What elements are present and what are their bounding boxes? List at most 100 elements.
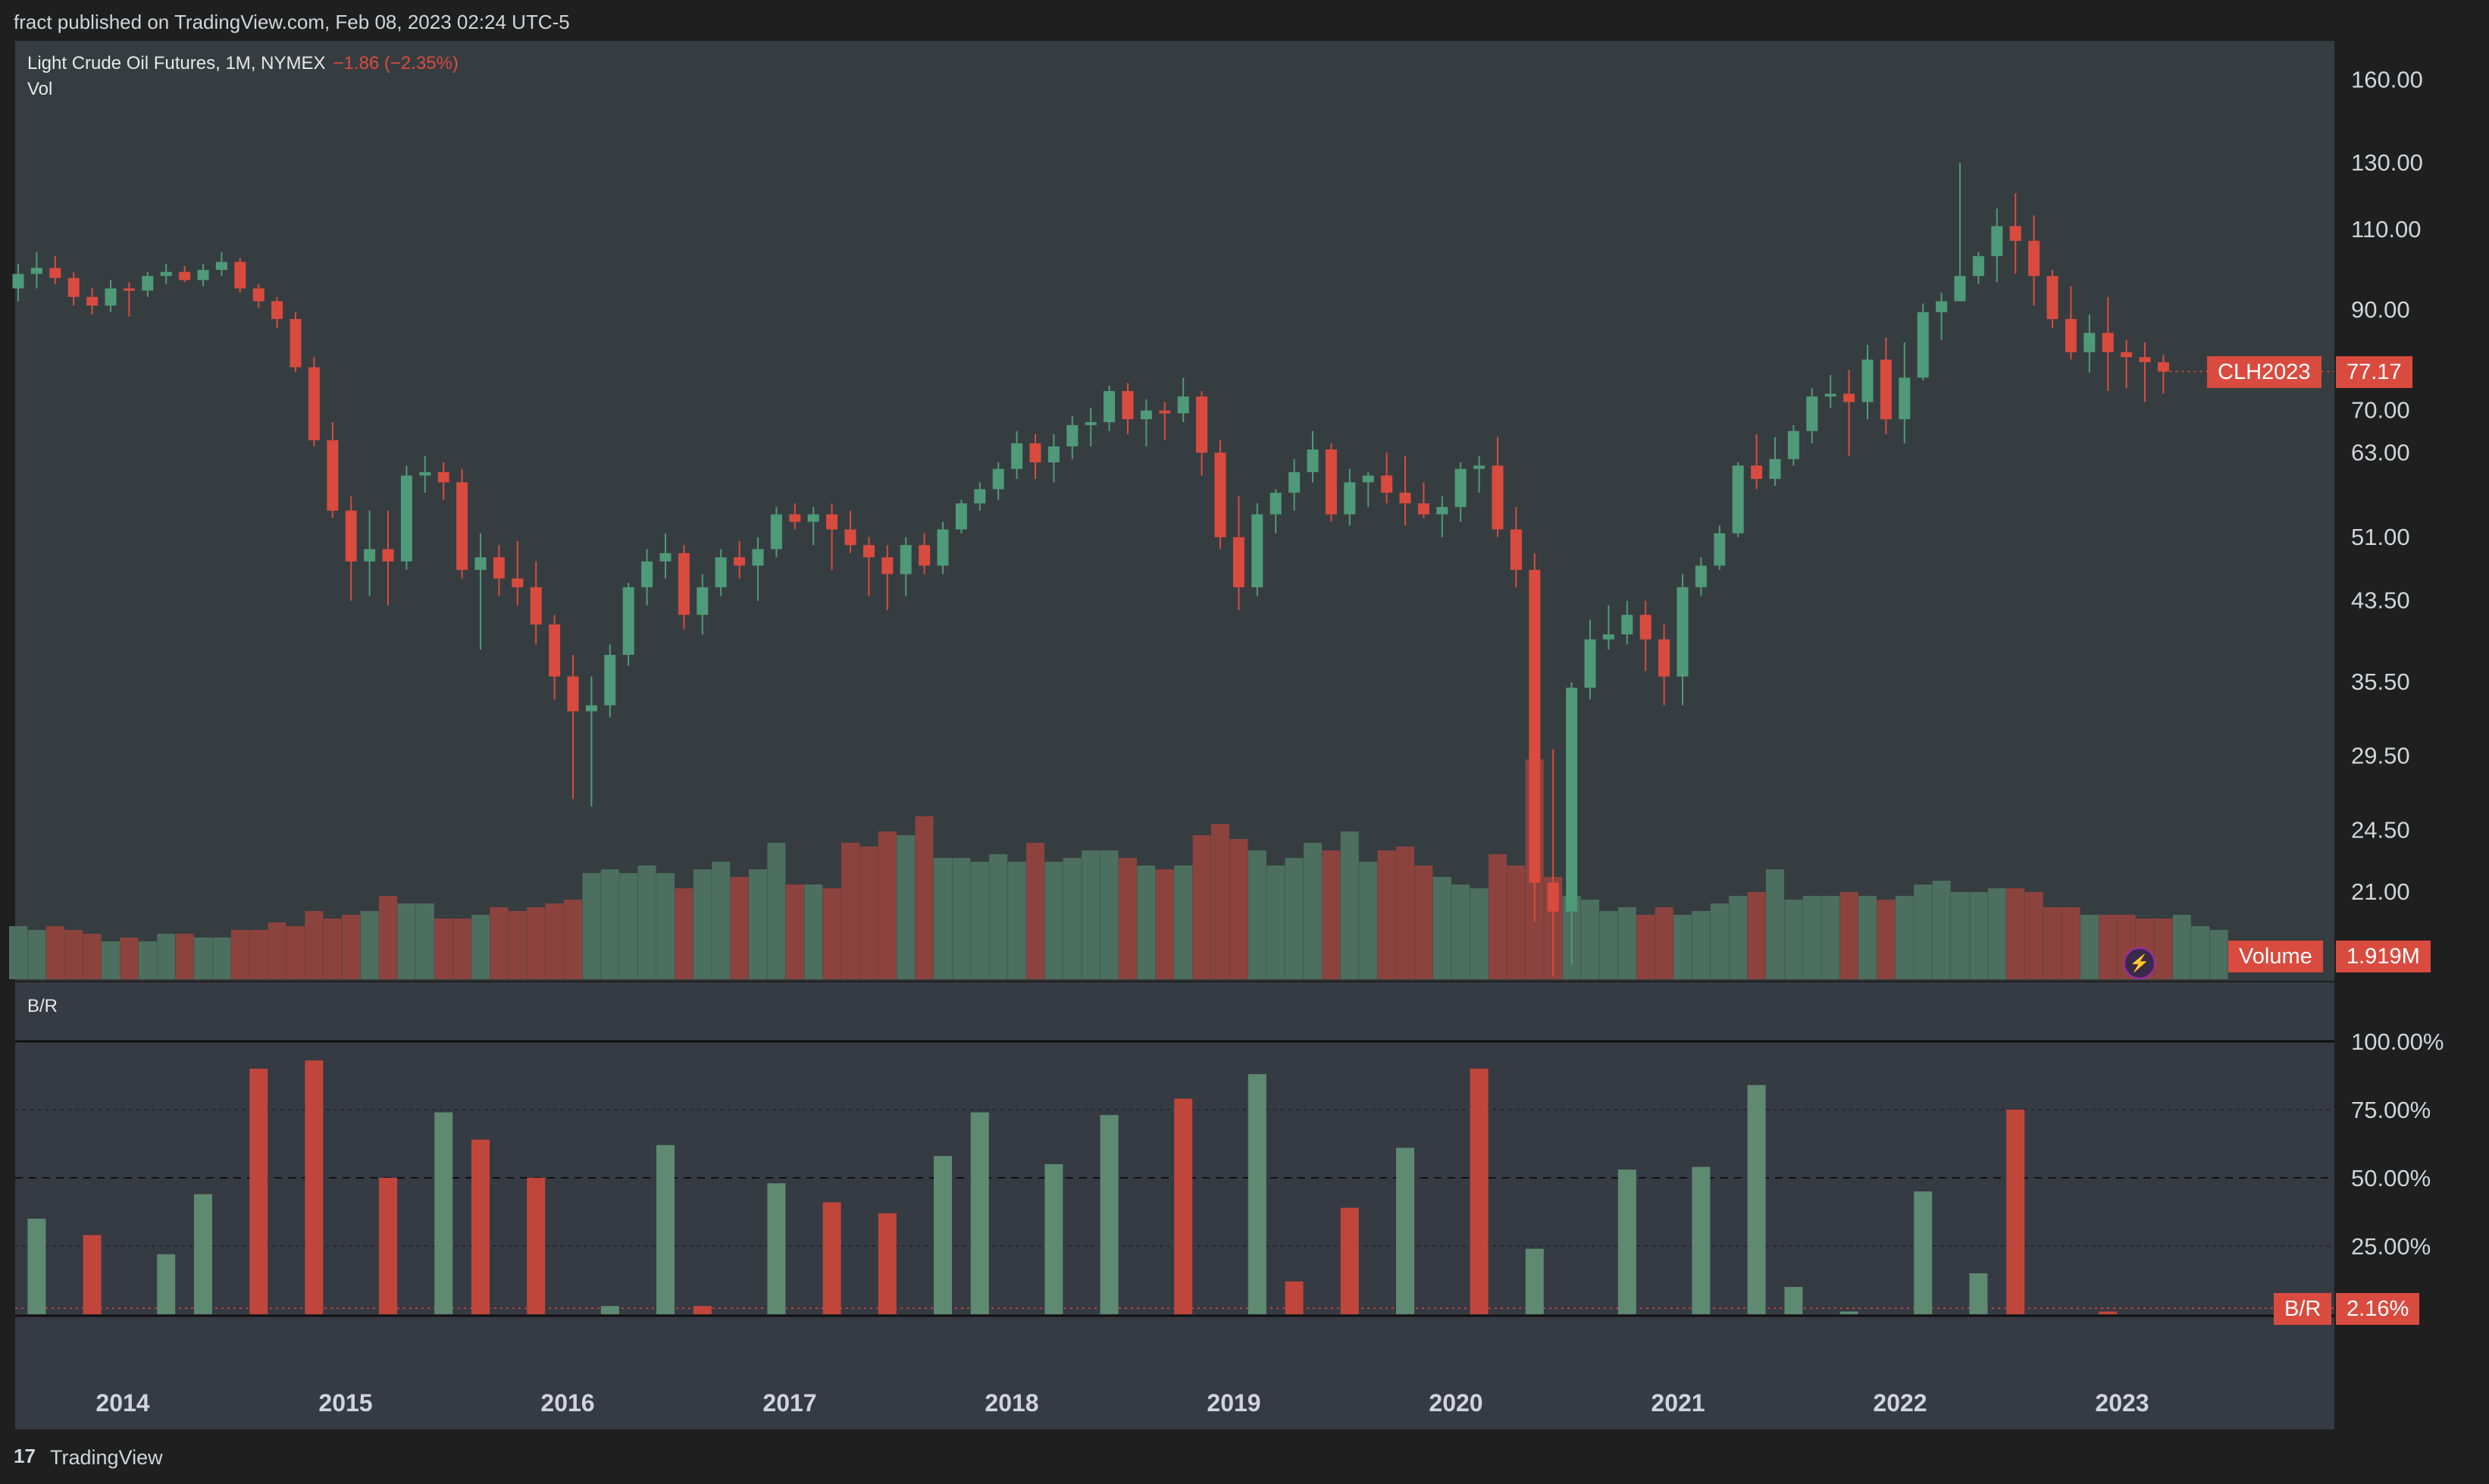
volume-legend[interactable]: Vol: [27, 79, 53, 99]
candle-body: [1936, 301, 1948, 312]
volume-bar: [452, 919, 471, 979]
volume-bar: [1211, 824, 1229, 979]
br-bar: [379, 1178, 397, 1314]
br-bar: [600, 1306, 619, 1314]
volume-bar: [1377, 850, 1396, 979]
volume-bar: [471, 915, 490, 979]
br-bar: [1340, 1207, 1359, 1314]
volume-bar: [1766, 869, 1784, 979]
volume-bar: [1710, 903, 1729, 979]
br-bar: [1784, 1287, 1803, 1314]
publish-header: fract published on TradingView.com, Feb …: [0, 0, 2489, 41]
volume-bar: [1692, 911, 1711, 979]
candle-body: [1122, 390, 1134, 420]
br-bar: [157, 1254, 176, 1314]
br-tag-label: B/R: [2284, 1297, 2322, 1321]
volume-bar: [1044, 862, 1063, 979]
br-bar: [1839, 1311, 1858, 1314]
volume-bar: [434, 919, 453, 979]
volume-bar: [490, 907, 509, 979]
candle-body: [1843, 393, 1855, 402]
volume-bar: [1969, 892, 1988, 979]
price-axis[interactable]: [2334, 41, 2489, 1429]
candle-body: [567, 676, 579, 712]
candle-body: [1029, 443, 1041, 462]
candle-body: [1529, 569, 1541, 883]
candle-body: [2046, 276, 2059, 319]
volume-bar: [1489, 854, 1507, 979]
candle-body: [1288, 472, 1301, 493]
volume-bar: [1729, 896, 1748, 979]
candle-body: [2139, 357, 2151, 362]
candle-body: [345, 510, 357, 562]
br-tick-label: 100.00%: [2351, 1028, 2444, 1055]
candle-body: [1972, 255, 1984, 277]
candle-body: [1473, 465, 1486, 469]
year-tick-label: 2023: [2095, 1389, 2149, 1417]
candle-body: [863, 545, 875, 558]
candle-body: [1381, 475, 1393, 493]
volume-bar: [693, 869, 712, 979]
br-bar: [1747, 1085, 1766, 1314]
time-axis[interactable]: [15, 1376, 2334, 1429]
price-tick-label: 70.00: [2351, 397, 2410, 424]
volume-bar: [1821, 896, 1840, 979]
br-bar: [1914, 1191, 1933, 1314]
volume-bar: [656, 873, 675, 979]
candle-body: [308, 367, 320, 440]
year-tick-label: 2019: [1207, 1389, 1260, 1417]
candle-body: [215, 261, 227, 271]
br-bar: [1100, 1115, 1119, 1314]
candle-body: [697, 587, 709, 615]
br-legend[interactable]: B/R: [27, 996, 58, 1016]
br-bar: [656, 1144, 675, 1314]
volume-bar: [637, 866, 656, 979]
candle-body: [1436, 506, 1448, 515]
volume-bar: [1895, 896, 1914, 979]
candle-body: [1270, 493, 1282, 515]
candle-body: [382, 549, 394, 562]
br-bar: [27, 1219, 46, 1314]
br-bar: [1969, 1273, 1988, 1314]
volume-bar: [138, 941, 157, 979]
candle-body: [1787, 430, 1799, 459]
candle-body: [1547, 882, 1559, 912]
candle-body: [512, 578, 524, 587]
candle-body: [937, 529, 949, 566]
tradingview-logo-icon[interactable]: 17: [14, 1445, 36, 1467]
price-tick-label: 35.50: [2351, 668, 2410, 695]
candle-body: [678, 553, 690, 615]
volume-bar: [767, 843, 786, 979]
candle-body: [881, 557, 894, 575]
volume-bar: [27, 930, 46, 979]
volume-bar: [1673, 915, 1692, 979]
br-bar: [1525, 1248, 1544, 1314]
footer-brand[interactable]: TradingView: [50, 1446, 163, 1469]
volume-bar: [1432, 877, 1451, 979]
br-bar: [305, 1060, 324, 1314]
candle-body: [1325, 449, 1337, 515]
volume-bar: [83, 934, 102, 979]
br-tag-value: 2.16%: [2347, 1297, 2409, 1321]
volume-bar: [323, 919, 342, 979]
symbol-legend[interactable]: Light Crude Oil Futures, 1M, NYMEX −1.86 …: [27, 53, 459, 74]
br-bar: [1470, 1069, 1489, 1314]
lightning-alert-icon[interactable]: ⚡: [2124, 947, 2156, 979]
volume-bar: [397, 903, 416, 979]
candle-body: [585, 705, 597, 712]
candle-body: [290, 318, 302, 368]
candle-body: [1417, 503, 1429, 515]
volume-bar: [1987, 888, 2006, 979]
volume-tag: Volume: [2228, 941, 2323, 972]
br-bar: [1174, 1098, 1193, 1314]
candle-body: [1769, 459, 1781, 479]
volume-bar: [508, 911, 527, 979]
br-bar: [249, 1069, 268, 1314]
candle-body: [400, 475, 412, 562]
volume-bar: [1229, 839, 1248, 979]
symbol-title: Light Crude Oil Futures, 1M, NYMEX: [27, 53, 326, 74]
volume-bar: [989, 854, 1008, 979]
price-tick-label: 21.00: [2351, 878, 2410, 905]
candle-body: [1140, 410, 1152, 420]
